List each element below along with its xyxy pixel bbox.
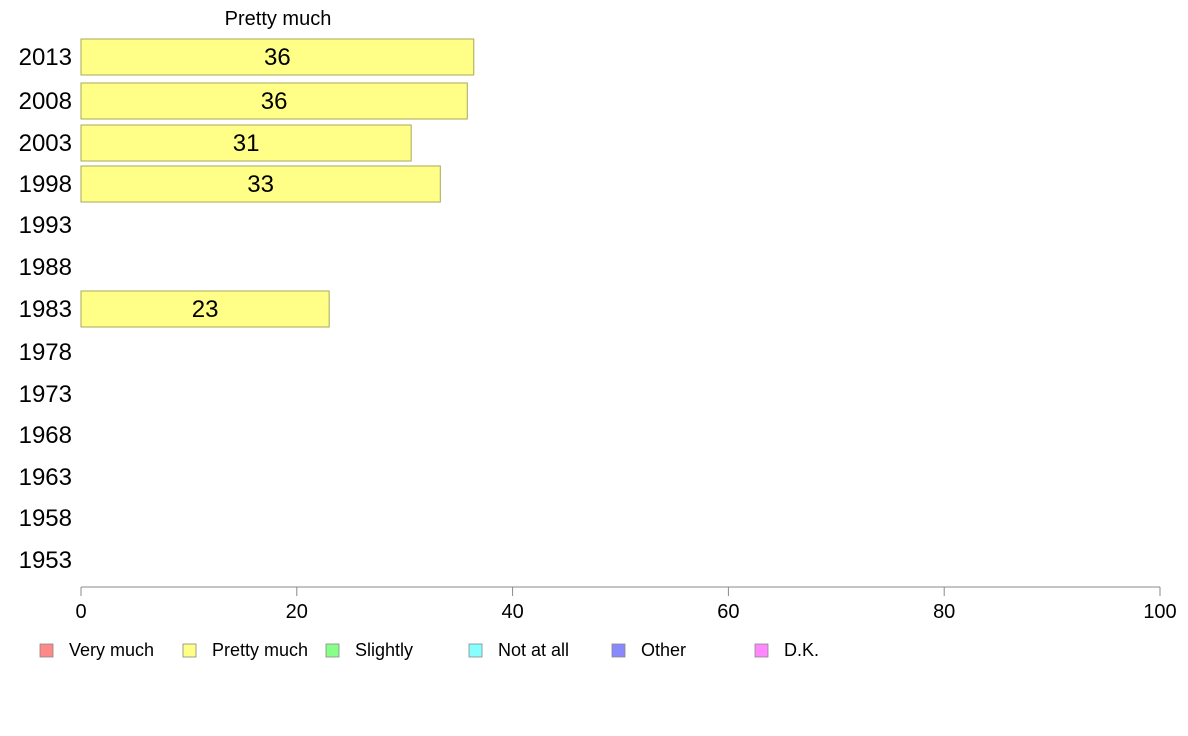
x-axis: 0 20 40 60 80 100 [75,586,1177,623]
legend-label: Slightly [355,640,413,660]
legend-label: Other [641,640,686,660]
legend-swatch [611,643,626,658]
data-label-1998: 33 [247,171,274,198]
data-label-2008: 36 [261,88,288,115]
y-tick-label: 1953 [19,547,72,574]
y-tick-label: 1983 [19,296,72,323]
y-tick-label: 2013 [19,44,72,71]
data-label-2013: 36 [264,44,291,71]
legend-label: D.K. [784,640,819,660]
chart-title: Pretty much [225,8,332,30]
bar-1983 [80,290,330,328]
y-tick-label: 1973 [19,381,72,408]
legend-label: Very much [69,640,154,660]
legend-label: Not at all [498,640,569,660]
y-tick-label: 2003 [19,130,72,157]
y-tick-label: 1998 [19,171,72,198]
y-axis-labels: 2013 2008 2003 1998 1993 1988 1983 1978 1973 1968… [19,44,72,574]
legend-swatch [39,643,54,658]
y-tick-label: 2008 [19,88,72,115]
bar-1998 [80,165,441,203]
bar-2013 [80,38,475,76]
y-tick-label: 1993 [19,212,72,239]
x-tick-label: 40 [501,601,523,623]
y-tick-label: 1963 [19,464,72,491]
x-tick-label: 20 [286,601,308,623]
x-tick-label: 0 [75,601,86,623]
legend-swatch [182,643,197,658]
y-tick-label: 1988 [19,254,72,281]
legend-swatch [325,643,340,658]
legend: Very much Pretty much Slightly Not at all Ot… [39,640,819,660]
legend-swatch [468,643,483,658]
legend-swatch [754,643,769,658]
y-tick-label: 1978 [19,339,72,366]
x-tick-label: 80 [933,601,955,623]
y-tick-label: 1958 [19,505,72,532]
x-tick-label: 100 [1143,601,1176,623]
bar-2008 [80,82,468,120]
y-tick-label: 1968 [19,422,72,449]
x-tick-label: 60 [717,601,739,623]
data-label-1983: 23 [192,296,219,323]
data-label-2003: 31 [233,130,260,157]
legend-label: Pretty much [212,640,308,660]
bar-2003 [80,124,412,162]
